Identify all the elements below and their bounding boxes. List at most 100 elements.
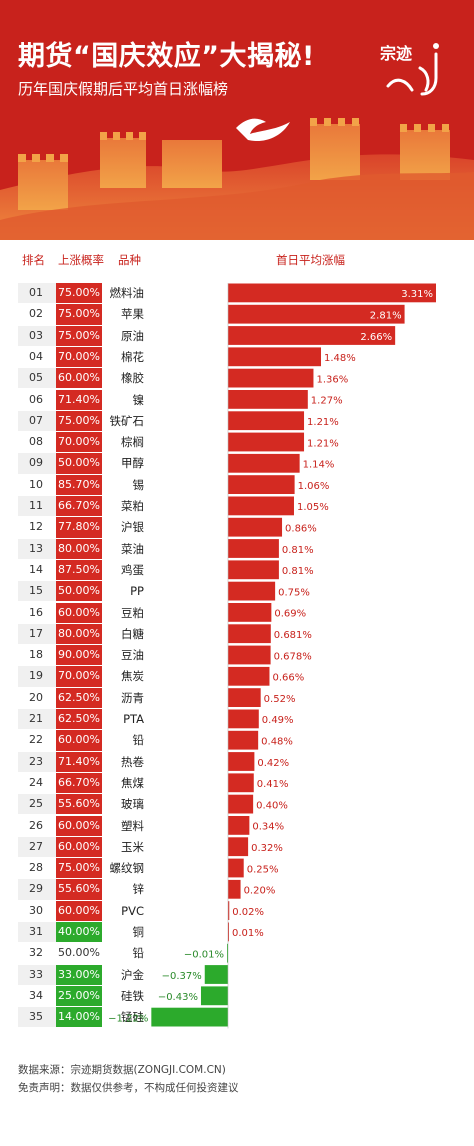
variety-cell: PTA	[123, 712, 144, 726]
rank-cell: 29	[29, 882, 43, 896]
data-label: 0.49%	[262, 715, 294, 726]
column-header-rank: 排名	[22, 253, 45, 267]
rank-cell: 14	[29, 562, 43, 576]
data-label: 0.42%	[257, 758, 289, 769]
bar	[228, 773, 254, 793]
variety-cell: 塑料	[121, 818, 144, 833]
rank-cell: 01	[29, 286, 43, 299]
bar	[151, 1007, 228, 1027]
bar	[228, 603, 272, 622]
rank-cell: 31	[29, 925, 43, 938]
bar	[228, 624, 271, 644]
data-label: 0.20%	[244, 886, 276, 897]
probability-cell-bg	[56, 304, 102, 325]
data-label: 1.36%	[316, 374, 348, 385]
data-label: 1.27%	[311, 396, 343, 407]
variety-cell: 硅铁	[121, 988, 144, 1003]
probability-cell: 55.60%	[58, 797, 100, 811]
rank-cell: 32	[29, 946, 43, 960]
data-label: 0.678%	[274, 651, 312, 662]
probability-cell: 60.00%	[58, 818, 100, 832]
variety-cell: 沪金	[121, 967, 144, 982]
source-line: 数据来源：宗迹期货数据(ZONGJI.COM.CN)	[18, 1061, 239, 1079]
great-wall-illustration	[0, 118, 474, 240]
variety-cell: 铅	[132, 733, 145, 748]
probability-cell-bg	[56, 858, 102, 879]
data-label: 0.32%	[251, 843, 283, 854]
data-label: −0.37%	[162, 971, 202, 982]
probability-cell-bg	[56, 453, 102, 474]
probability-cell: 75.00%	[58, 861, 100, 875]
data-label: 2.81%	[370, 310, 402, 321]
header-banner: 期货“国庆效应”大揭秘! 历年国庆假期后平均首日涨幅榜 宗迹	[0, 0, 474, 240]
variety-cell: 菜粕	[121, 499, 144, 513]
bar	[228, 283, 436, 303]
probability-cell-bg	[56, 368, 102, 389]
rank-cell: 30	[29, 903, 43, 917]
probability-cell: 80.00%	[58, 626, 100, 640]
bar	[228, 922, 229, 942]
brand-name: 宗迹	[380, 44, 413, 63]
probability-cell-bg	[56, 496, 102, 517]
bar	[228, 794, 254, 814]
data-label: 0.69%	[274, 609, 306, 620]
rank-cell: 33	[29, 967, 43, 981]
probability-cell-bg	[56, 730, 102, 751]
probability-cell-bg	[56, 687, 102, 708]
rank-cell: 16	[29, 605, 43, 619]
variety-cell: 苹果	[121, 307, 144, 322]
variety-cell: 豆油	[121, 648, 144, 663]
probability-cell: 87.50%	[58, 562, 100, 576]
bar	[228, 688, 261, 707]
probability-cell: 75.00%	[58, 286, 100, 299]
probability-cell-bg	[56, 517, 102, 538]
variety-cell: PVC	[121, 903, 144, 918]
variety-cell: 铅	[132, 946, 145, 961]
rank-cell: 28	[29, 861, 43, 875]
probability-cell: 60.00%	[58, 605, 100, 619]
probability-cell: 50.00%	[58, 946, 100, 960]
rank-cell: 25	[29, 797, 43, 811]
bar	[228, 432, 305, 452]
bar	[227, 943, 228, 963]
probability-cell: 25.00%	[58, 988, 100, 1002]
data-label: 0.02%	[232, 907, 264, 918]
source-label: 数据来源：	[18, 1064, 71, 1076]
probability-cell: 71.40%	[58, 754, 100, 768]
rank-cell: 22	[29, 733, 43, 747]
page-title: 期货“国庆效应”大揭秘!	[18, 41, 315, 72]
probability-cell: 70.00%	[58, 435, 100, 449]
probability-cell: 50.00%	[58, 584, 100, 598]
bar	[228, 666, 270, 686]
rank-cell: 18	[29, 648, 43, 662]
data-label: 0.41%	[257, 779, 289, 790]
bar	[228, 858, 244, 878]
probability-cell-bg	[56, 964, 102, 985]
bar	[228, 453, 300, 473]
data-label: 0.01%	[232, 928, 264, 939]
rank-cell: 11	[29, 499, 43, 512]
bar	[228, 581, 276, 601]
probability-cell: 66.70%	[58, 775, 100, 789]
probability-cell-bg	[56, 666, 102, 687]
probability-cell: 75.00%	[58, 307, 100, 321]
bar	[228, 879, 241, 899]
probability-cell: 50.00%	[58, 456, 100, 470]
rank-cell: 08	[29, 435, 43, 449]
probability-cell-bg	[56, 815, 102, 836]
bar	[228, 475, 295, 494]
bar	[228, 496, 294, 516]
probability-cell: 33.00%	[58, 967, 100, 981]
rank-cell: 35	[29, 1010, 43, 1024]
bar	[228, 347, 322, 367]
probability-cell: 75.00%	[58, 413, 100, 427]
bar	[200, 986, 228, 1006]
column-header-change: 首日平均涨幅	[276, 253, 345, 267]
rank-cell: 20	[29, 690, 43, 704]
bar	[228, 752, 255, 771]
variety-cell: 锡	[132, 477, 145, 492]
probability-cell-bg	[56, 389, 102, 410]
data-label: 0.81%	[282, 566, 314, 577]
probability-cell-bg	[56, 432, 102, 453]
